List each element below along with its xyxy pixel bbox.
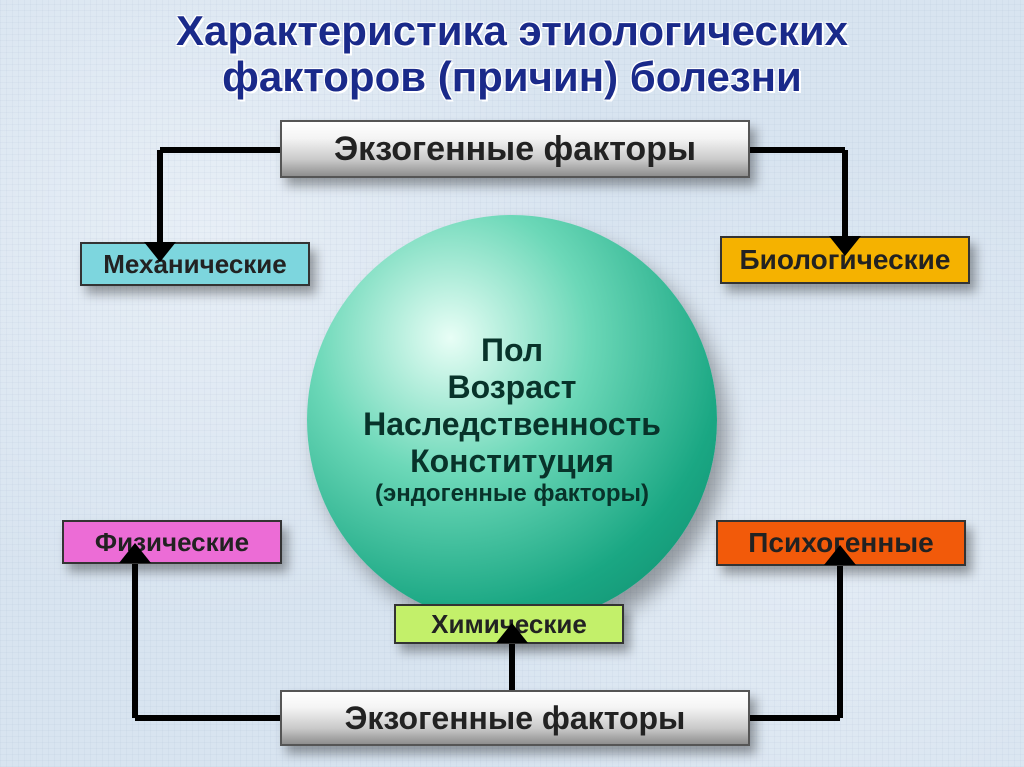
circle-sub: (эндогенные факторы) xyxy=(375,480,649,508)
title-line-1: Характеристика этиологических xyxy=(0,8,1024,54)
box-exogenous-top: Экзогенные факторы xyxy=(280,120,750,178)
box-physical: Физические xyxy=(62,520,282,564)
box-exogenous-bottom: Экзогенные факторы xyxy=(280,690,750,746)
box-mechanical: Механические xyxy=(80,242,310,286)
circle-line-2: Возраст xyxy=(448,369,577,406)
circle-line-4: Конституция xyxy=(410,443,614,480)
title-line-2: факторов (причин) болезни xyxy=(0,54,1024,100)
slide-title: Характеристика этиологических факторов (… xyxy=(0,8,1024,100)
circle-line-3: Наследственность xyxy=(363,406,661,443)
center-circle: Пол Возраст Наследственность Конституция… xyxy=(307,215,717,625)
circle-line-1: Пол xyxy=(481,332,543,369)
